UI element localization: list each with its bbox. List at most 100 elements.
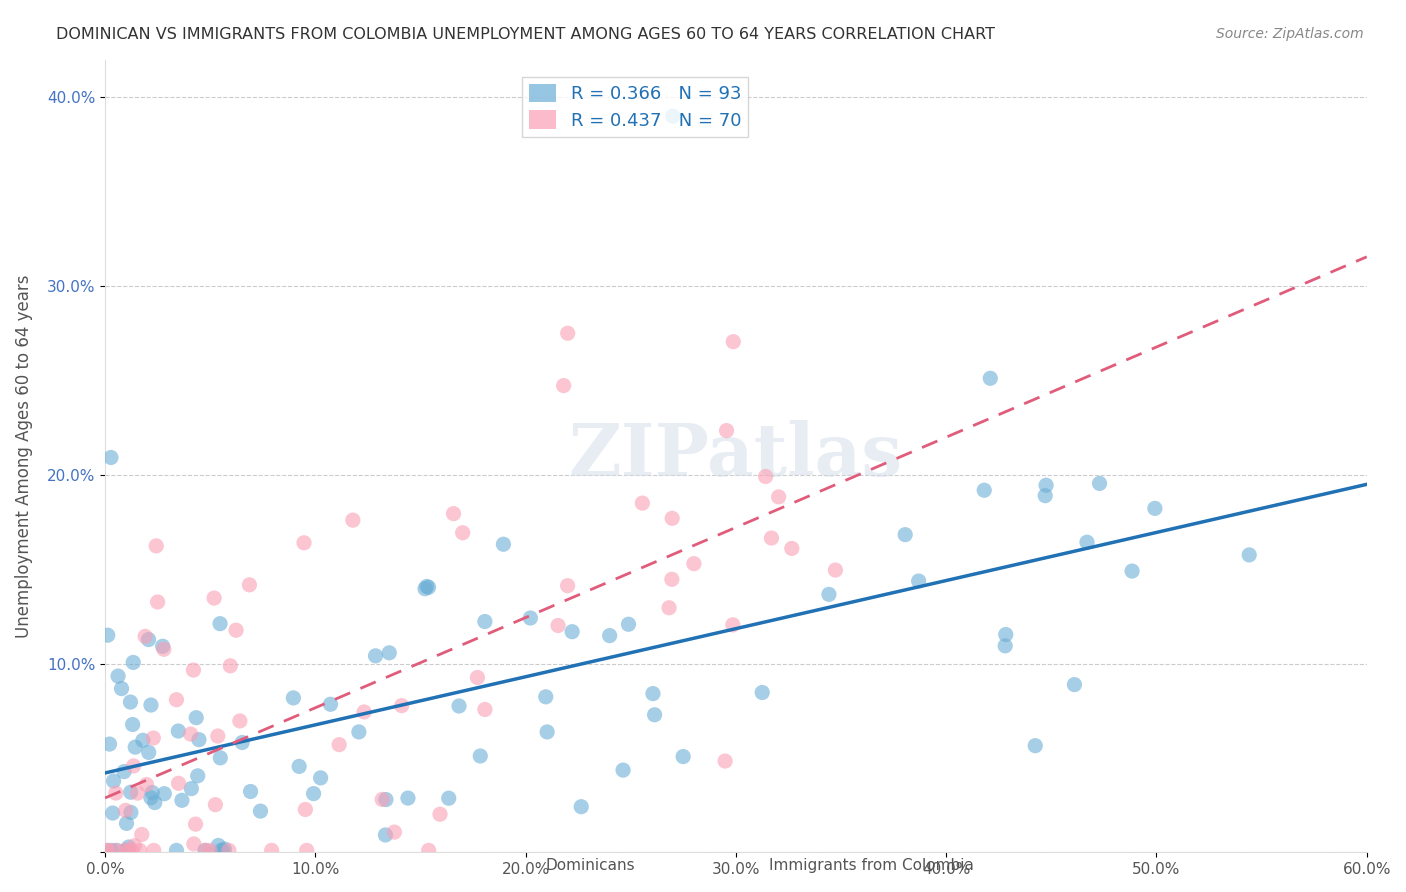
Dominicans [378,646,401,660]
Dominicans [662,109,685,123]
Dominicans [103,774,125,789]
Immigrants from Colombia [183,663,205,677]
Dominicans [283,690,305,705]
Immigrants from Colombia [716,424,738,438]
Immigrants from Colombia [153,642,176,657]
Dominicans [231,735,253,749]
Immigrants from Colombia [142,731,165,745]
Dominicans [470,749,492,764]
Dominicans [170,793,193,807]
Immigrants from Colombia [121,843,143,857]
Immigrants from Colombia [202,591,225,605]
Dominicans [534,690,557,704]
Dominicans [1076,535,1098,549]
Dominicans [1237,548,1260,562]
Dominicans [994,627,1017,641]
Dominicans [751,685,773,699]
Immigrants from Colombia [114,803,136,817]
Dominicans [1143,501,1166,516]
Dominicans [474,615,496,629]
Dominicans [1035,478,1057,492]
Dominicans [612,763,634,777]
Immigrants from Colombia [429,807,451,822]
Immigrants from Colombia [218,843,240,857]
Immigrants from Colombia [194,843,217,857]
Dominicans [561,624,583,639]
Dominicans [1088,476,1111,491]
Dominicans [492,537,515,551]
Immigrants from Colombia [353,705,375,719]
Immigrants from Colombia [328,738,350,752]
Immigrants from Colombia [198,843,221,857]
Dominicans [309,771,332,785]
Immigrants from Colombia [780,541,803,556]
Immigrants from Colombia [723,334,745,349]
Dominicans [644,707,666,722]
Dominicans [132,733,155,747]
Dominicans [153,787,176,801]
Dominicans [115,843,138,857]
Text: Source: ZipAtlas.com: Source: ZipAtlas.com [1216,27,1364,41]
Dominicans [120,805,142,820]
Dominicans [319,698,342,712]
Immigrants from Colombia [714,754,737,768]
Immigrants from Colombia [127,786,149,800]
Immigrants from Colombia [97,843,120,857]
Dominicans [209,616,232,631]
Dominicans [1024,739,1046,753]
Dominicans [141,785,163,799]
Dominicans [138,632,160,647]
Dominicans [187,769,209,783]
Immigrants from Colombia [467,671,489,685]
Immigrants from Colombia [165,692,187,706]
Immigrants from Colombia [631,496,654,510]
Immigrants from Colombia [114,843,136,857]
Immigrants from Colombia [658,600,681,615]
Dominicans [374,792,396,806]
Dominicans [374,828,396,842]
Dominicans [122,656,145,670]
Immigrants from Colombia [474,702,496,716]
Text: Dominicans: Dominicans [546,858,636,872]
Dominicans [118,840,141,855]
Dominicans [418,580,440,594]
Dominicans [107,669,129,683]
Dominicans [599,629,621,643]
Dominicans [186,711,208,725]
Immigrants from Colombia [382,825,405,839]
Dominicans [166,843,188,857]
Immigrants from Colombia [557,579,579,593]
Dominicans [413,582,436,596]
Dominicans [437,791,460,805]
Dominicans [124,740,146,755]
Immigrants from Colombia [219,658,242,673]
Immigrants from Colombia [229,714,252,728]
Dominicans [97,628,120,642]
Dominicans [110,681,132,696]
Dominicans [100,843,122,857]
Dominicans [672,749,695,764]
Immigrants from Colombia [238,578,260,592]
Dominicans [818,587,841,601]
Immigrants from Colombia [761,531,783,545]
Dominicans [209,843,232,857]
Immigrants from Colombia [553,378,575,392]
Dominicans [519,611,541,625]
Immigrants from Colombia [96,843,118,857]
Dominicans [188,732,211,747]
Immigrants from Colombia [557,326,579,341]
Text: DOMINICAN VS IMMIGRANTS FROM COLOMBIA UNEMPLOYMENT AMONG AGES 60 TO 64 YEARS COR: DOMINICAN VS IMMIGRANTS FROM COLOMBIA UN… [56,27,995,42]
Dominicans [447,698,470,713]
Dominicans [120,785,142,799]
Immigrants from Colombia [451,525,474,540]
Immigrants from Colombia [184,817,207,831]
Dominicans [907,574,929,588]
Dominicans [364,648,387,663]
Immigrants from Colombia [146,595,169,609]
Dominicans [979,371,1001,385]
Immigrants from Colombia [135,777,157,791]
Dominicans [212,843,235,857]
Immigrants from Colombia [342,513,364,527]
Dominicans [1121,564,1143,578]
Immigrants from Colombia [225,623,247,637]
